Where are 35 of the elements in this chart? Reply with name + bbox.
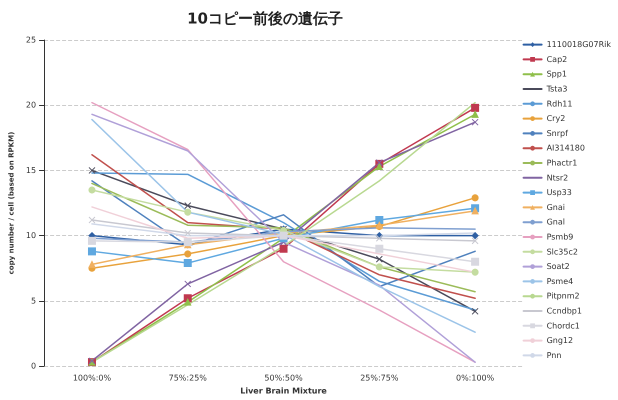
y-tick-label: 5 bbox=[30, 296, 36, 306]
y-tick-label: 0 bbox=[30, 362, 36, 371]
legend-label: Snrpf bbox=[546, 128, 568, 138]
y-tick-label: 15 bbox=[26, 166, 36, 175]
legend-label: Gnai bbox=[546, 202, 565, 212]
y-tick-label: 10 bbox=[26, 231, 36, 240]
legend-label: Chordc1 bbox=[546, 321, 580, 330]
legend-label: Gnal bbox=[546, 218, 565, 227]
legend-label: Cry2 bbox=[546, 114, 566, 124]
legend-label: Cap2 bbox=[546, 54, 568, 64]
legend-label: Spp1 bbox=[546, 70, 567, 79]
legend-label: Pitpnm2 bbox=[546, 292, 580, 301]
legend-label: 1110018G07Rik bbox=[546, 40, 612, 50]
legend-label: Psmb9 bbox=[546, 232, 574, 242]
x-tick-label: 100%:0% bbox=[72, 374, 112, 383]
x-tick-label: 50%:50% bbox=[264, 374, 304, 383]
legend-label: Phactr1 bbox=[546, 158, 578, 168]
legend-label: Soat2 bbox=[546, 262, 570, 272]
x-axis-title: Liver Brain Mixture bbox=[240, 386, 328, 396]
legend-label: Tsta3 bbox=[546, 84, 568, 94]
legend-label: Gng12 bbox=[546, 336, 574, 346]
legend-label: Usp33 bbox=[546, 188, 572, 198]
legend-label: Ntsr2 bbox=[546, 173, 568, 182]
x-tick-label: 25%:75% bbox=[360, 374, 399, 383]
x-tick-label: 0%:100% bbox=[456, 374, 495, 383]
x-tick-label: 75%:25% bbox=[168, 374, 208, 383]
y-tick-label: 20 bbox=[26, 100, 36, 110]
legend-label: Ccndbp1 bbox=[546, 306, 582, 316]
legend-label: Psme4 bbox=[546, 276, 574, 286]
legend-label: Rdh11 bbox=[546, 99, 572, 108]
legend-label: Pnn bbox=[546, 350, 562, 360]
legend-label: Slc35c2 bbox=[546, 247, 578, 256]
y-tick-label: 25 bbox=[26, 36, 36, 44]
chart-title: 10コピー前後の遺伝子 bbox=[187, 10, 343, 28]
legend-label: AI314180 bbox=[546, 144, 585, 153]
